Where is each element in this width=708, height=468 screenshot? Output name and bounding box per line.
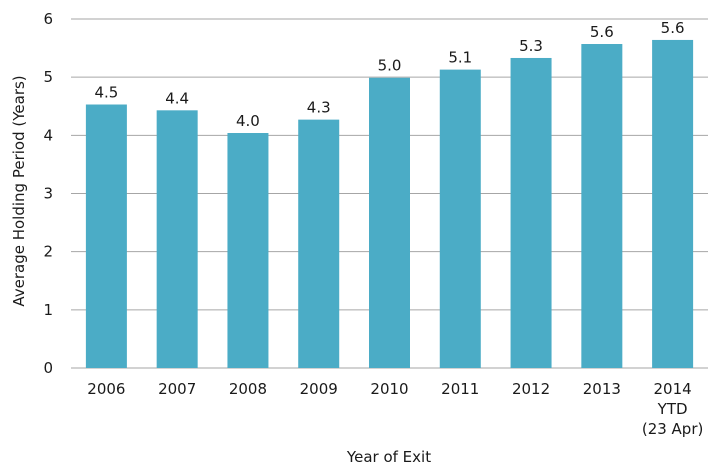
y-tick-label: 3 xyxy=(43,185,53,203)
x-tick-label: 2014 YTD (23 Apr) xyxy=(642,380,704,438)
bar xyxy=(156,110,198,369)
x-tick-label: 2010 xyxy=(370,380,408,398)
data-label: 4.4 xyxy=(165,89,189,107)
data-label: 5.6 xyxy=(590,23,614,41)
data-label: 4.3 xyxy=(307,99,331,117)
bar xyxy=(227,133,269,368)
x-tick-label-line: (23 Apr) xyxy=(642,420,704,438)
value-labels: 4.5 4.4 4.0 4.3 5.0 5.1 5.3 5.6 5.6 xyxy=(94,19,684,130)
x-tick-label: 2012 xyxy=(512,380,550,398)
y-axis-ticks: 0 1 2 3 4 5 6 xyxy=(43,10,53,377)
x-tick-label-line: 2006 xyxy=(87,380,125,398)
data-label: 4.5 xyxy=(94,84,118,102)
data-label: 5.1 xyxy=(448,49,472,67)
y-tick-label: 0 xyxy=(43,359,53,377)
y-tick-label: 4 xyxy=(43,126,53,144)
bar xyxy=(581,44,623,369)
x-axis-title: Year of Exit xyxy=(346,448,431,466)
x-tick-label: 2006 xyxy=(87,380,125,398)
bars xyxy=(85,39,694,369)
x-tick-label: 2013 xyxy=(583,380,621,398)
x-tick-label: 2008 xyxy=(229,380,267,398)
x-axis-ticks: 2006 2007 2008 2009 2010 2011 2012 2013 2014 YTD (… xyxy=(87,380,703,438)
x-tick-label-line: 2012 xyxy=(512,380,550,398)
bar xyxy=(85,104,127,368)
data-label: 5.6 xyxy=(661,19,685,37)
bar xyxy=(652,39,694,368)
bar xyxy=(439,69,481,368)
x-tick-label-line: 2008 xyxy=(229,380,267,398)
data-label: 5.0 xyxy=(378,57,402,75)
data-label: 5.3 xyxy=(519,37,543,55)
x-tick-label-line: 2013 xyxy=(583,380,621,398)
y-tick-label: 2 xyxy=(43,243,53,261)
bar xyxy=(510,57,552,368)
data-label: 4.0 xyxy=(236,112,260,130)
y-tick-label: 1 xyxy=(43,301,53,319)
bar xyxy=(369,77,410,368)
y-tick-label: 6 xyxy=(43,10,53,28)
x-tick-label: 2009 xyxy=(300,380,338,398)
x-tick-label-line: 2014 xyxy=(654,380,692,398)
y-axis-title: Average Holding Period (Years) xyxy=(10,75,28,306)
x-tick-label-line: 2009 xyxy=(300,380,338,398)
x-tick-label: 2007 xyxy=(158,380,196,398)
y-tick-label: 5 xyxy=(43,68,53,86)
x-tick-label-line: 2007 xyxy=(158,380,196,398)
x-tick-label-line: 2010 xyxy=(370,380,408,398)
x-tick-label-line: 2011 xyxy=(441,380,479,398)
x-tick-label: 2011 xyxy=(441,380,479,398)
bar xyxy=(298,119,340,369)
x-tick-label-line: YTD xyxy=(657,400,688,418)
